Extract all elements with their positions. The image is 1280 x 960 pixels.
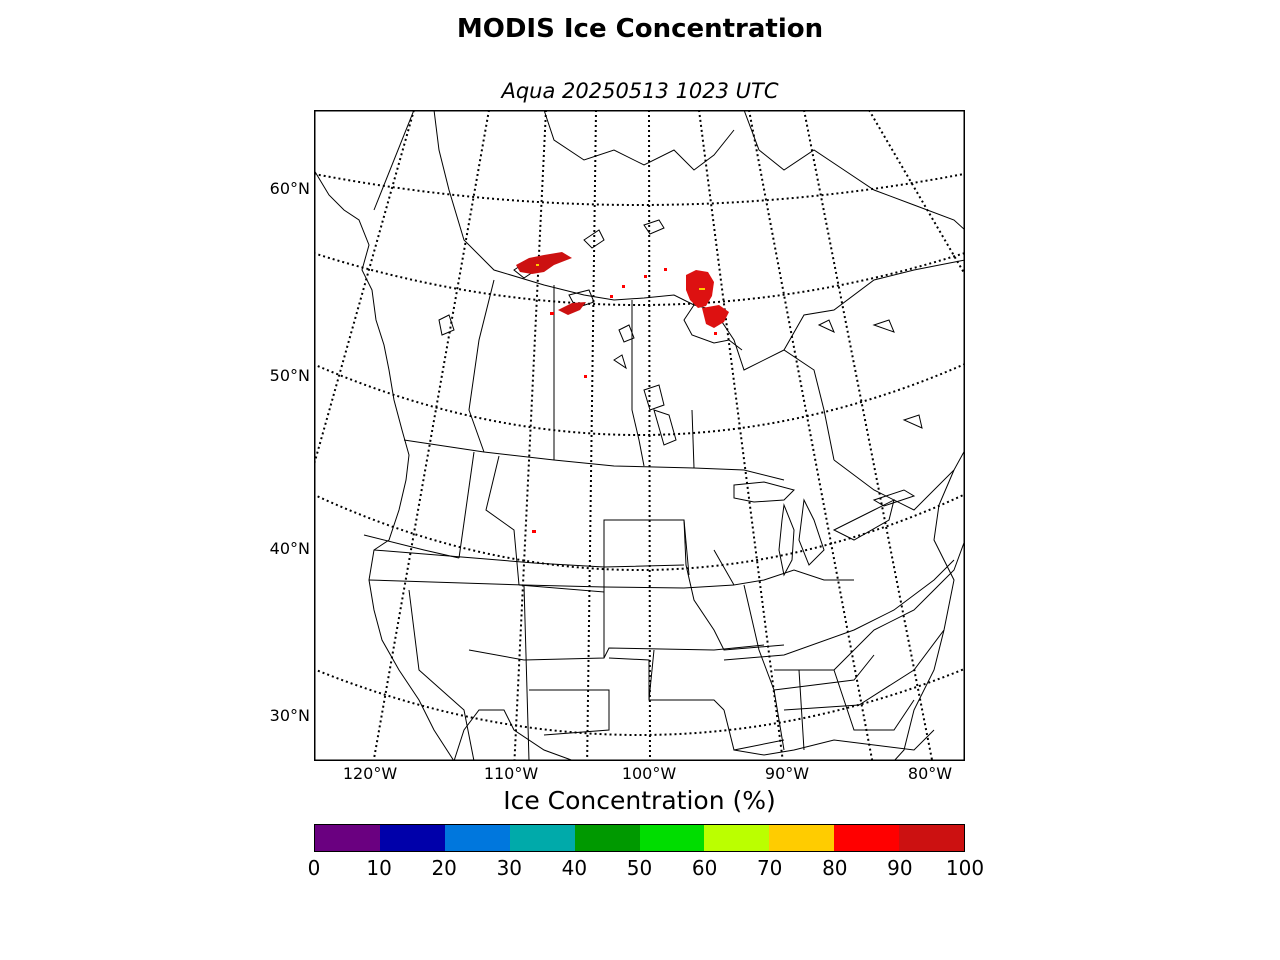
lon-label-90w: 90°W <box>764 764 810 783</box>
coastlines-and-borders <box>314 110 965 761</box>
colorbar-segment <box>509 825 575 851</box>
colorbar-segment <box>834 825 900 851</box>
colorbar-tick-label: 0 <box>307 856 321 880</box>
longitude-gridlines <box>314 110 965 761</box>
colorbar-tick-label: 60 <box>691 856 718 880</box>
colorbar-label: Ice Concentration (%) <box>503 786 776 815</box>
map-panel <box>314 110 965 761</box>
colorbar-tick-label: 10 <box>366 856 392 880</box>
colorbar-tick-label: 100 <box>945 856 985 880</box>
colorbar-segment <box>444 825 510 851</box>
lat-label-50n: 50°N <box>269 366 310 385</box>
ice-speck <box>664 268 667 271</box>
map-border <box>314 110 965 761</box>
colorbar-tick-label: 40 <box>561 856 588 880</box>
colorbar-segment <box>379 825 445 851</box>
ice-speck <box>699 288 705 290</box>
ice-speck <box>714 332 717 335</box>
ice-speck <box>644 275 647 278</box>
lat-label-30n: 30°N <box>269 706 310 725</box>
colorbar-segment <box>639 825 705 851</box>
colorbar-segment <box>574 825 640 851</box>
colorbar-segment <box>315 825 380 851</box>
ice-patch-hudson-bay-south <box>702 305 729 328</box>
ice-speck <box>610 295 613 298</box>
colorbar-tick-label: 50 <box>626 856 653 880</box>
lat-label-60n: 60°N <box>269 179 310 198</box>
lon-label-110w: 110°W <box>483 764 539 783</box>
map-canvas <box>314 110 965 761</box>
chart-subtitle: Aqua 20250513 1023 UTC <box>501 79 779 103</box>
lon-label-100w: 100°W <box>621 764 677 783</box>
ice-patch-reindeer-lake <box>558 302 586 315</box>
colorbar-tick-label: 30 <box>496 856 523 880</box>
chart-title: MODIS Ice Concentration <box>456 14 824 44</box>
colorbar-tick-label: 70 <box>756 856 783 880</box>
colorbar-segment <box>769 825 835 851</box>
latitude-gridlines <box>314 172 965 736</box>
colorbar-tick-label: 20 <box>431 856 457 880</box>
lon-label-80w: 80°W <box>907 764 953 783</box>
colorbar-tick-label: 80 <box>822 856 848 880</box>
colorbar-segment <box>899 825 965 851</box>
colorbar <box>314 824 965 852</box>
lat-label-40n: 40°N <box>269 539 310 558</box>
colorbar-tick-label: 90 <box>887 856 913 880</box>
colorbar-segment <box>704 825 770 851</box>
ice-concentration-patches <box>516 252 729 533</box>
ice-speck <box>532 530 536 533</box>
lon-label-120w: 120°W <box>342 764 398 783</box>
ice-speck <box>550 312 554 315</box>
ice-speck <box>536 264 539 266</box>
ice-speck <box>622 285 625 288</box>
ice-patch-lake-athabasca <box>516 252 572 274</box>
ice-speck <box>584 375 587 378</box>
